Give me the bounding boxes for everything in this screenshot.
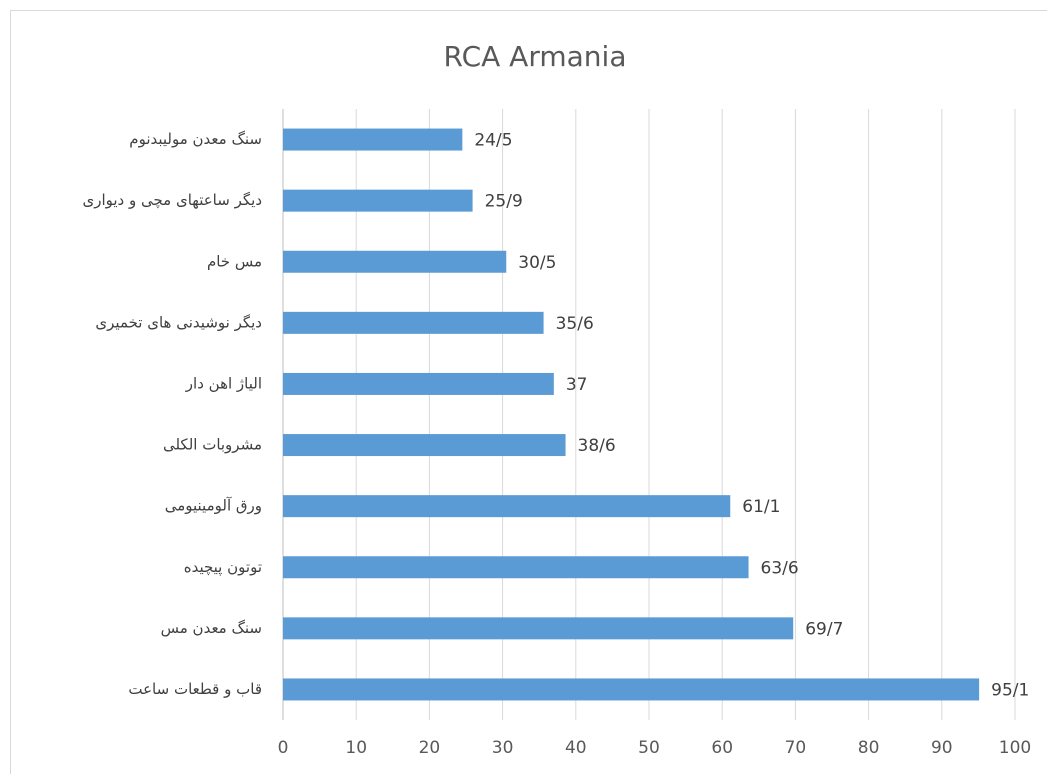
y-tick-label: الیاژ اهن دار [185,374,262,392]
value-label: 63/6 [761,558,799,578]
value-label: 69/7 [805,619,843,639]
x-tick-label: 100 [999,738,1031,758]
bar [283,372,554,395]
value-label: 95/1 [991,680,1029,700]
y-tick-label: قاب و قطعات ساعت [128,680,262,698]
y-tick-label: سنگ معدن مولیبدنوم [129,130,262,148]
y-tick-label: مس خام [207,252,262,270]
value-label: 61/1 [742,497,780,517]
y-tick-label: ورق آلومینیومی [165,497,262,515]
bar [283,556,749,579]
x-tick-label: 60 [711,738,733,758]
value-label: 30/5 [518,253,556,273]
bar [283,128,463,151]
x-tick-label: 0 [278,738,289,758]
x-tick-label: 50 [638,738,660,758]
x-tick-label: 80 [858,738,880,758]
bar [283,250,507,273]
bar [283,495,731,518]
y-tick-label: توتون پیچیده [184,558,262,577]
bar [283,678,980,701]
chart-title: RCA Armania [444,40,627,73]
bar [283,189,473,212]
value-label: 38/6 [578,436,616,456]
bar [283,311,544,334]
x-tick-label: 90 [931,738,953,758]
x-tick-label: 30 [492,738,514,758]
value-label: 37 [566,375,588,395]
y-tick-label: سنگ معدن مس [161,619,262,637]
y-tick-label: دیگر نوشیدنی های تخمیری [95,313,262,331]
value-label: 35/6 [556,314,594,334]
x-tick-label: 10 [345,738,367,758]
bar [283,434,566,457]
bar [283,617,794,640]
y-tick-label: مشروبات الکلی [163,436,262,454]
x-tick-label: 20 [419,738,441,758]
y-tick-label: دیگر ساعتهای مچی و دیواری [82,191,262,209]
value-label: 24/5 [474,131,512,151]
value-label: 25/9 [485,192,523,212]
x-tick-label: 40 [565,738,587,758]
x-tick-label: 70 [785,738,807,758]
